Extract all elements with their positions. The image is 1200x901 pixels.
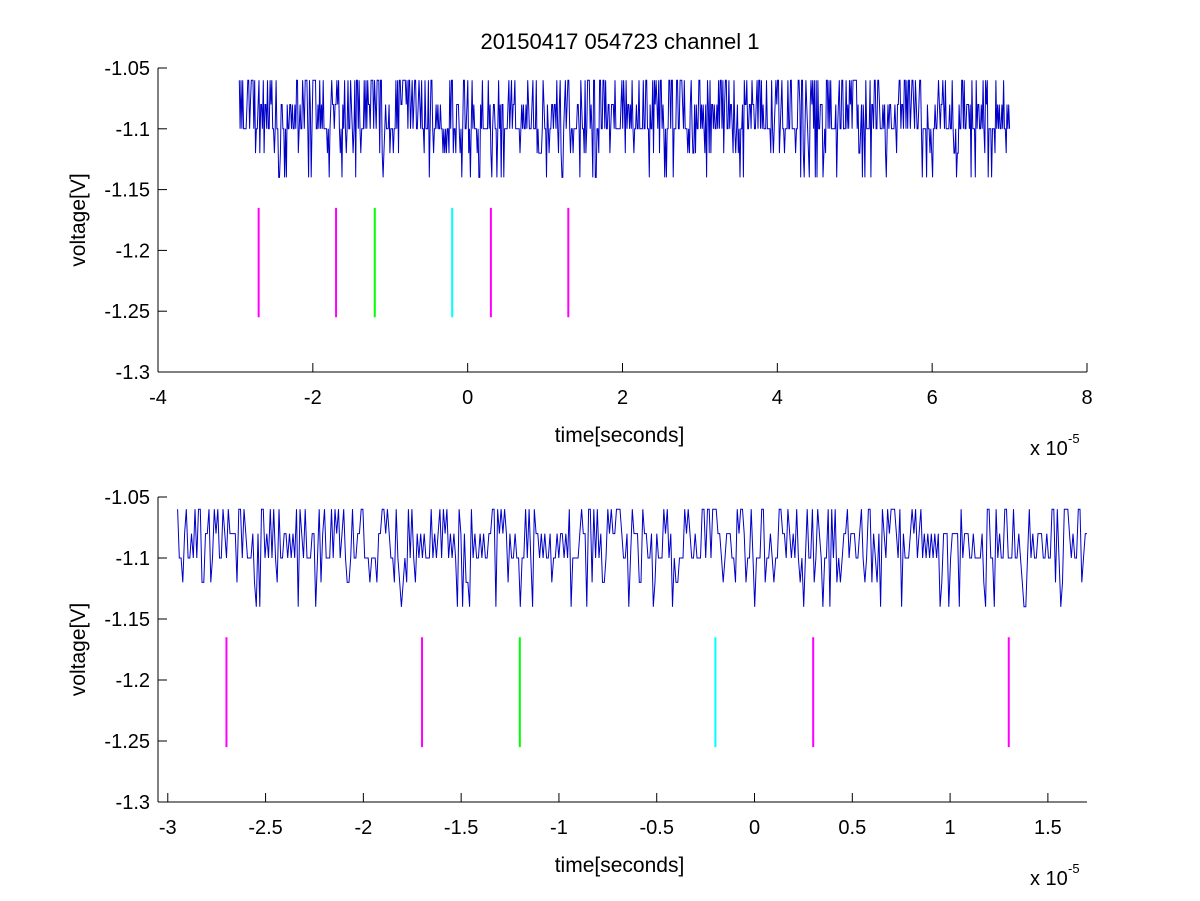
bottom-plot-panel: -1.05 -1.1 -1.15 -1.2 -1.25 -1.3 -3 -2.5 -2 -1.5 -… bbox=[67, 487, 1087, 890]
y-tick-label: -1.05 bbox=[104, 487, 150, 509]
y-axis-label: voltage[V] bbox=[67, 173, 90, 266]
x-axis-exponent: -5 bbox=[1068, 431, 1080, 446]
x-tick-label: -0.5 bbox=[639, 817, 673, 839]
x-tick-label: 1.5 bbox=[1034, 817, 1062, 839]
x-tick-label: 4 bbox=[772, 387, 783, 409]
top-plot-panel: -1.05 -1.1 -1.15 -1.2 -1.25 -1.3 -4 -2 0 2 4 6 8 time… bbox=[67, 58, 1093, 460]
y-tick-label: -1.3 bbox=[116, 792, 150, 814]
y-tick-label: -1.1 bbox=[116, 119, 150, 141]
y-tick-label: -1.15 bbox=[104, 180, 150, 202]
y-tick-label: -1.05 bbox=[104, 58, 150, 80]
y-tick-label: -1.25 bbox=[104, 731, 150, 753]
x-axis-exponent: -5 bbox=[1068, 861, 1080, 876]
x-tick-label: 2 bbox=[617, 387, 628, 409]
y-tick-label: -1.15 bbox=[104, 609, 150, 631]
x-tick-label: -1 bbox=[550, 817, 568, 839]
x-tick-label: -2 bbox=[354, 817, 372, 839]
x-axis-label: time[seconds] bbox=[555, 424, 685, 447]
y-tick-label: -1.3 bbox=[116, 362, 150, 384]
x-tick-label: 1 bbox=[945, 817, 956, 839]
x-tick-label: -1.5 bbox=[444, 817, 478, 839]
y-tick-label: -1.1 bbox=[116, 548, 150, 570]
y-tick-label: -1.2 bbox=[116, 240, 150, 262]
x-axis-multiplier: x 10 bbox=[1030, 868, 1068, 890]
y-tick-label: -1.2 bbox=[116, 670, 150, 692]
x-tick-label: -2 bbox=[304, 387, 322, 409]
x-tick-label: 6 bbox=[927, 387, 938, 409]
x-axis-label: time[seconds] bbox=[555, 854, 685, 877]
voltage-trace-line bbox=[177, 508, 1087, 608]
x-tick-label: 0.5 bbox=[838, 817, 866, 839]
x-tick-label: -3 bbox=[159, 817, 177, 839]
x-tick-label: -2.5 bbox=[248, 817, 282, 839]
x-tick-label: 0 bbox=[749, 817, 760, 839]
chart-title: 20150417 054723 channel 1 bbox=[481, 29, 760, 54]
x-tick-label: -4 bbox=[149, 387, 167, 409]
x-tick-label: 8 bbox=[1081, 387, 1092, 409]
x-axis-multiplier: x 10 bbox=[1030, 438, 1068, 460]
x-tick-label: 0 bbox=[462, 387, 473, 409]
voltage-trace-line bbox=[238, 79, 1011, 178]
y-tick-label: -1.25 bbox=[104, 301, 150, 323]
y-axis-label: voltage[V] bbox=[67, 603, 90, 696]
